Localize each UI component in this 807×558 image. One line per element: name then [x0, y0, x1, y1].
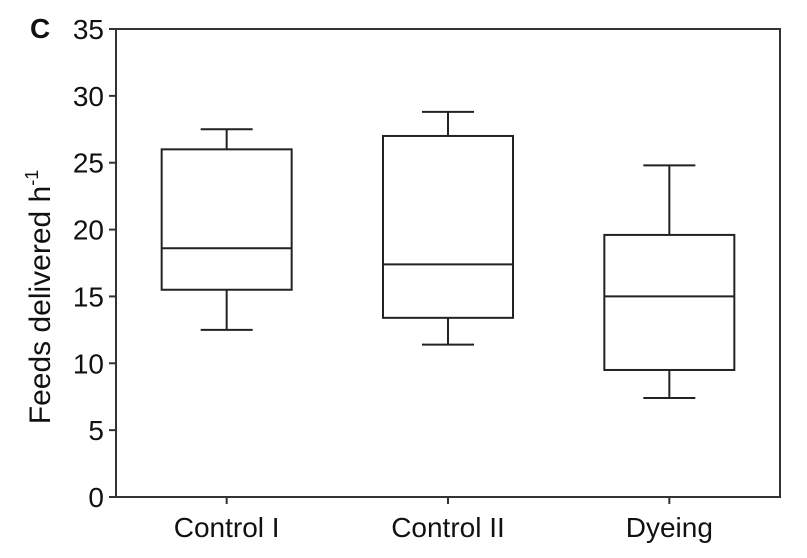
- y-axis-label-text: Feeds delivered h: [24, 186, 57, 424]
- x-category-label: Control II: [391, 512, 505, 543]
- y-tick-label: 5: [88, 415, 104, 446]
- panel-label: C: [30, 13, 50, 44]
- x-category-label: Dyeing: [626, 512, 713, 543]
- y-tick-label: 15: [73, 281, 104, 312]
- y-tick-label: 30: [73, 81, 104, 112]
- plot-area: 0 5 10 15 20 25 30 35 Control I Control II Dyeing: [73, 14, 781, 543]
- box-iqr: [603, 233, 736, 371]
- y-axis-label-superscript: -1: [22, 170, 42, 186]
- x-category-label: Control I: [174, 512, 280, 543]
- y-tick-label: 25: [73, 148, 104, 179]
- y-tick-label: 35: [73, 14, 104, 45]
- box-iqr: [160, 148, 293, 291]
- box-iqr: [382, 134, 514, 319]
- y-tick-label: 0: [88, 482, 104, 513]
- y-tick-label: 10: [73, 348, 104, 379]
- y-axis-label: Feeds delivered h-1: [22, 170, 57, 425]
- y-tick-label: 20: [73, 215, 104, 246]
